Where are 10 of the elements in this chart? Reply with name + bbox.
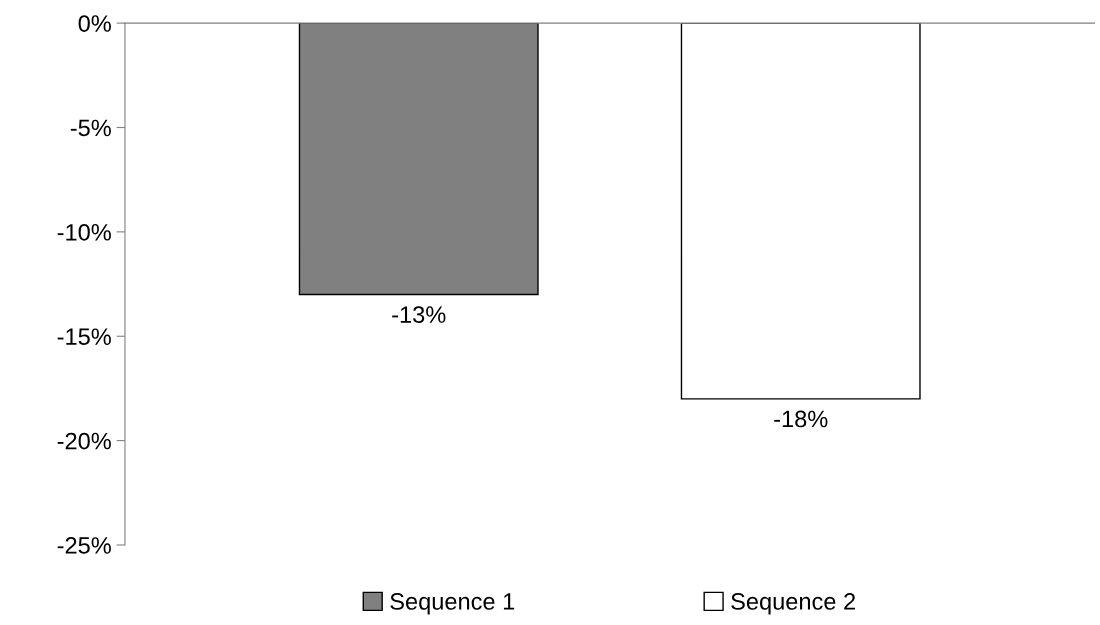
data-label: -18% — [774, 410, 828, 428]
y-tick-label: -15% — [57, 328, 111, 346]
legend-label: Sequence 1 — [390, 593, 515, 615]
y-tick-label: -20% — [57, 432, 111, 450]
y-tick-label: -10% — [57, 223, 111, 241]
y-tick-label: 0% — [78, 15, 111, 32]
data-label: -13% — [392, 306, 446, 323]
y-tick-label: -25% — [57, 537, 111, 554]
y-tick-label: -5% — [70, 119, 111, 137]
legend-label: Sequence 2 — [731, 593, 855, 615]
